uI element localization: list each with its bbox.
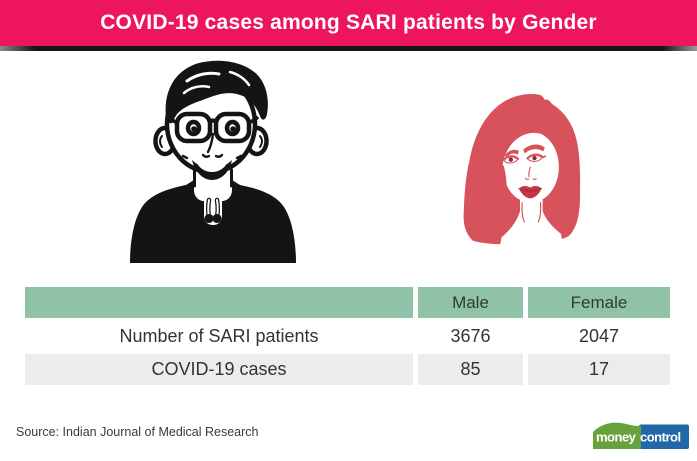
table-row-sari-patients: Number of SARI patients 3676 2047 [25, 321, 670, 351]
female-value: 2047 [528, 321, 670, 351]
table-header-female: Female [528, 287, 670, 318]
female-brows [504, 144, 545, 158]
female-neck-shading [521, 202, 542, 223]
male-hair [165, 60, 268, 124]
male-hoodie [130, 180, 296, 263]
source-attribution: Source: Indian Journal of Medical Resear… [16, 425, 259, 439]
male-neck-lines [193, 168, 233, 188]
female-nose [524, 166, 537, 180]
male-value: 3676 [418, 321, 523, 351]
row-label: COVID-19 cases [25, 354, 413, 385]
male-eyes [185, 119, 241, 137]
header-banner: COVID-19 cases among SARI patients by Ge… [0, 0, 697, 46]
header-shadow-divider [0, 46, 697, 51]
male-nose-mouth [181, 132, 243, 180]
male-avatar-icon [130, 60, 296, 263]
logo-text-money: money [596, 430, 637, 445]
female-eyes [502, 153, 547, 164]
row-label: Number of SARI patients [25, 321, 413, 351]
female-avatar-icon [463, 93, 581, 248]
moneycontrol-logo: money control [593, 422, 689, 449]
table-header-row: Male Female [25, 287, 670, 318]
table-row-covid-cases: COVID-19 cases 85 17 [25, 354, 670, 385]
female-value: 17 [528, 354, 670, 385]
logo-green-swoosh [593, 422, 641, 449]
female-bangs [500, 129, 559, 196]
gender-stats-table: Male Female Number of SARI patients 3676… [25, 287, 670, 385]
logo-text-control: control [640, 430, 681, 445]
male-value: 85 [418, 354, 523, 385]
table-header-male: Male [418, 287, 523, 318]
page-title: COVID-19 cases among SARI patients by Ge… [100, 11, 597, 34]
logo-blue-block [639, 424, 689, 449]
female-lips [518, 186, 543, 199]
table-header-empty [25, 287, 413, 318]
